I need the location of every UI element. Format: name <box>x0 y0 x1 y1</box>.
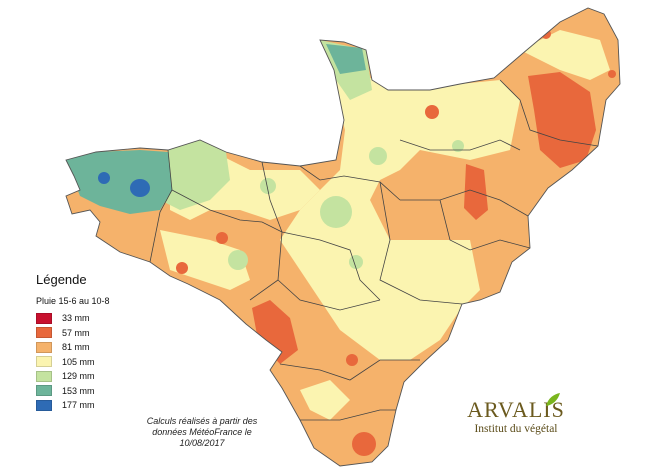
legend-swatch <box>36 399 52 411</box>
legend-swatch <box>36 385 52 397</box>
zone-lightgreen-spot-5 <box>452 140 464 152</box>
source-note: Calculs réalisés à partir des données Mé… <box>122 416 282 449</box>
source-note-line: données MétéoFrance le <box>152 427 252 437</box>
border-maine-loire <box>277 279 381 311</box>
legend-item: 81 mm <box>36 340 95 355</box>
border-calvados-orne <box>399 139 521 151</box>
border-orne-eure <box>400 189 529 217</box>
legend-label: 57 mm <box>62 327 90 338</box>
zone-teal-cotentin <box>326 44 366 74</box>
leaf-icon <box>546 393 560 406</box>
border-mayenne-sarthe <box>281 231 381 301</box>
border-seine-maritime <box>499 79 599 147</box>
legend-item: 129 mm <box>36 369 95 384</box>
legend-label: 153 mm <box>62 385 95 396</box>
border-cotes-morbihan <box>171 189 283 233</box>
legend-swatch <box>36 341 52 353</box>
legend-item: 57 mm <box>36 326 95 341</box>
legend-title: Légende <box>36 272 87 287</box>
border-eure-loir <box>439 199 531 251</box>
source-note-line: 10/08/2017 <box>179 438 225 448</box>
border-loire-vendee <box>279 359 420 381</box>
legend-item: 105 mm <box>36 355 95 370</box>
source-note-line: Calculs réalisés à partir des <box>146 416 258 426</box>
border-sarthe-loir <box>379 181 463 305</box>
legend-label: 177 mm <box>62 400 95 411</box>
arvalis-logo: ARVALIS Institut du végétal <box>464 393 568 436</box>
logo-tagline: Institut du végétal <box>474 423 558 435</box>
legend-item: 177 mm <box>36 398 95 413</box>
legend-label: 129 mm <box>62 371 95 382</box>
zone-redorange-spot-7 <box>608 70 616 78</box>
zone-blue-2 <box>98 172 110 184</box>
legend-label: 81 mm <box>62 342 90 353</box>
zone-lightgreen-spot-2 <box>228 250 248 270</box>
zone-redorange-spot-1 <box>425 105 439 119</box>
zone-teal-brittany <box>66 150 172 214</box>
zone-lightgreen-spot-1 <box>320 196 352 228</box>
zone-blue-1 <box>130 179 150 197</box>
zone-redorange-east <box>528 72 596 168</box>
department-borders <box>149 79 599 421</box>
border-vendee-south <box>300 409 396 421</box>
border-brittany-finistere <box>149 149 173 263</box>
zone-redorange-spot-5 <box>352 432 376 456</box>
legend-list: 33 mm 57 mm 81 mm 105 mm 129 mm 153 mm 1… <box>36 311 95 413</box>
legend-swatch <box>36 327 52 339</box>
legend-subtitle: Pluie 15-6 au 10-8 <box>36 296 110 306</box>
legend-label: 105 mm <box>62 356 95 367</box>
legend-swatch <box>36 312 52 324</box>
zone-yellow-south <box>300 380 350 420</box>
zone-yellow-east <box>520 30 610 80</box>
legend-item: 33 mm <box>36 311 95 326</box>
zone-lightgreen-spot-3 <box>260 178 276 194</box>
zone-redorange-spot-6 <box>346 354 358 366</box>
zone-redorange-loire <box>252 300 298 364</box>
legend-swatch <box>36 356 52 368</box>
zone-redorange-spot-4 <box>176 262 188 274</box>
legend-label: 33 mm <box>62 313 90 324</box>
zone-redorange-spot-3 <box>216 232 228 244</box>
legend-item: 153 mm <box>36 384 95 399</box>
border-manche <box>299 165 401 201</box>
zone-lightgreen-spot-4 <box>369 147 387 165</box>
zone-yellow-brittany <box>160 230 250 290</box>
legend-swatch <box>36 370 52 382</box>
